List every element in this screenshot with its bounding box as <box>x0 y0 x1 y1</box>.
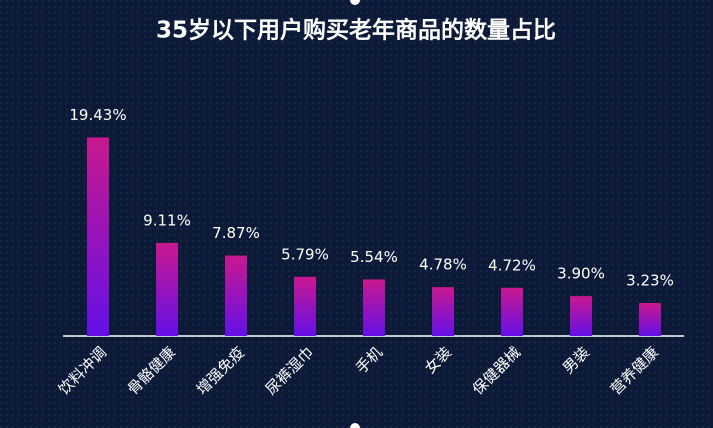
bar <box>501 287 523 336</box>
decoration-dot <box>350 423 360 428</box>
value-label: 3.90% <box>557 265 605 283</box>
value-label: 7.87% <box>212 224 260 242</box>
value-label: 5.54% <box>350 248 398 266</box>
value-label: 5.79% <box>281 245 329 263</box>
value-label: 3.23% <box>626 271 674 289</box>
bar <box>432 287 454 336</box>
decoration-dot <box>350 0 360 5</box>
bar <box>156 242 178 336</box>
bar <box>225 255 247 336</box>
value-label: 9.11% <box>143 211 191 229</box>
chart-title: 35岁以下用户购买老年商品的数量占比 <box>156 17 556 44</box>
bar <box>570 296 592 336</box>
value-label: 4.78% <box>419 256 467 274</box>
bar <box>363 279 385 336</box>
bar <box>639 302 661 336</box>
bar <box>294 276 316 336</box>
value-label: 19.43% <box>69 106 126 124</box>
value-label: 4.72% <box>488 256 536 274</box>
bar <box>87 137 109 336</box>
